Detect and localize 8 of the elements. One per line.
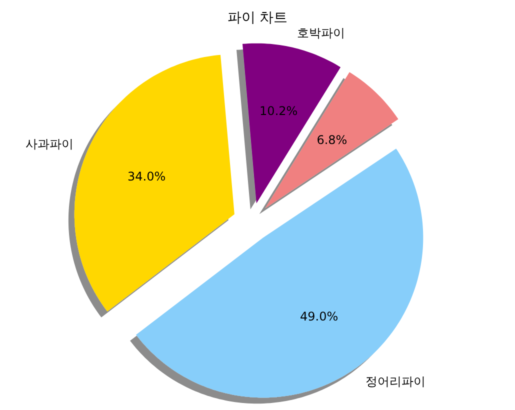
slice-label: 정어리파이	[366, 374, 426, 389]
data-label: 6.8%	[316, 133, 348, 148]
chart-title: 파이 차트	[227, 10, 288, 26]
slice-label: 사과파이	[25, 137, 74, 152]
data-label: 10.2%	[260, 104, 298, 118]
data-label: 34.0%	[128, 170, 166, 184]
slice-label: 호박파이	[297, 26, 346, 40]
data-label: 49.0%	[300, 310, 338, 324]
